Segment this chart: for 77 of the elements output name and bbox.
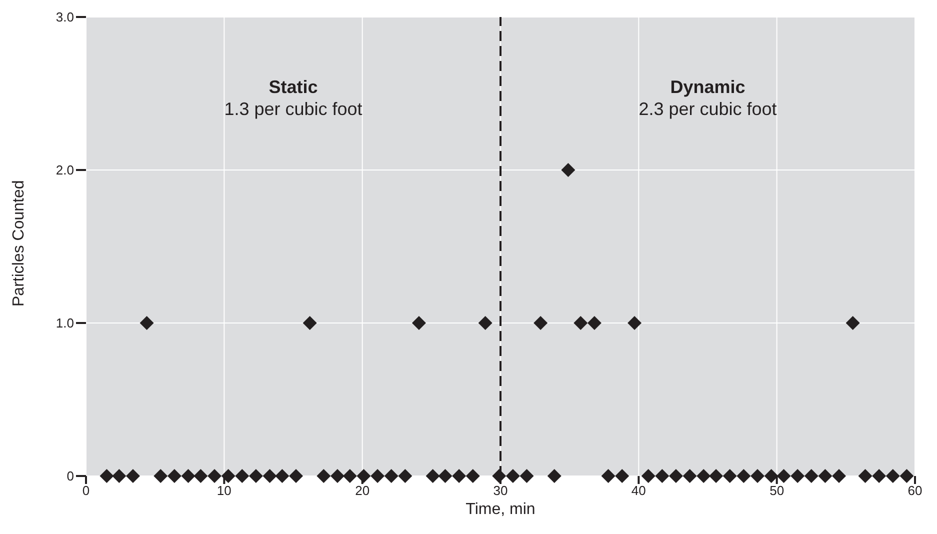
- point: [858, 469, 872, 483]
- point: [547, 469, 562, 483]
- point: [615, 469, 630, 483]
- point: [466, 469, 480, 483]
- point: [818, 469, 832, 483]
- point: [492, 469, 506, 483]
- point: [696, 469, 711, 483]
- point: [412, 316, 426, 330]
- point: [682, 469, 697, 483]
- point: [302, 316, 317, 330]
- annotation: 2.3 per cubic foot: [638, 99, 778, 120]
- point: [384, 469, 398, 483]
- point: [709, 469, 724, 483]
- annotation: 1.3 per cubic foot: [223, 99, 364, 120]
- point: [655, 469, 670, 483]
- point: [167, 469, 182, 483]
- point: [534, 316, 548, 330]
- point: [776, 469, 791, 483]
- x-axis-title: Time, min: [466, 501, 536, 518]
- annotation: Dynamic: [669, 77, 746, 98]
- point: [342, 469, 357, 483]
- point: [275, 469, 290, 483]
- point: [764, 469, 778, 483]
- point: [506, 469, 520, 483]
- point: [112, 469, 126, 483]
- point: [628, 316, 642, 330]
- point: [886, 469, 900, 483]
- x-tick-label: 50: [770, 483, 784, 498]
- point: [262, 469, 277, 483]
- point: [520, 469, 534, 483]
- point: [601, 469, 616, 483]
- point: [235, 469, 250, 483]
- point: [207, 469, 222, 483]
- point: [641, 469, 656, 483]
- point: [722, 469, 737, 483]
- point: [438, 469, 452, 483]
- point: [426, 469, 440, 483]
- y-tick-label: 1.0: [56, 316, 74, 331]
- point: [370, 469, 385, 483]
- y-tick-label: 2.0: [56, 162, 74, 178]
- x-tick-label: 40: [631, 483, 646, 498]
- point: [100, 469, 114, 483]
- point: [750, 469, 764, 483]
- y-tick-label: 3.0: [56, 10, 74, 25]
- annotation: Static: [268, 77, 319, 98]
- point: [181, 469, 196, 483]
- point: [194, 469, 208, 483]
- point: [330, 469, 344, 483]
- point: [846, 316, 860, 330]
- point: [736, 469, 751, 483]
- x-tick-label: 20: [355, 483, 370, 498]
- point: [221, 469, 236, 483]
- point: [154, 469, 168, 483]
- point: [790, 469, 805, 483]
- point: [900, 469, 914, 483]
- point: [316, 469, 331, 483]
- point: [398, 469, 412, 483]
- point: [561, 163, 576, 177]
- point: [356, 469, 371, 483]
- x-tick-label: 60: [908, 483, 922, 498]
- point: [289, 469, 304, 483]
- point: [574, 316, 588, 330]
- point: [248, 469, 263, 483]
- point: [452, 469, 466, 483]
- point: [668, 469, 683, 483]
- point: [832, 469, 846, 483]
- x-tick-label: 10: [216, 483, 232, 498]
- point: [140, 316, 154, 330]
- x-tick-label: 0: [82, 483, 90, 498]
- point: [872, 469, 886, 483]
- point: [587, 316, 602, 330]
- y-tick-label: 0: [66, 468, 74, 484]
- point: [804, 469, 818, 483]
- point: [126, 469, 140, 483]
- point: [478, 316, 492, 330]
- x-tick-label: 30: [493, 483, 508, 498]
- y-axis-title: Particles Counted: [10, 180, 28, 306]
